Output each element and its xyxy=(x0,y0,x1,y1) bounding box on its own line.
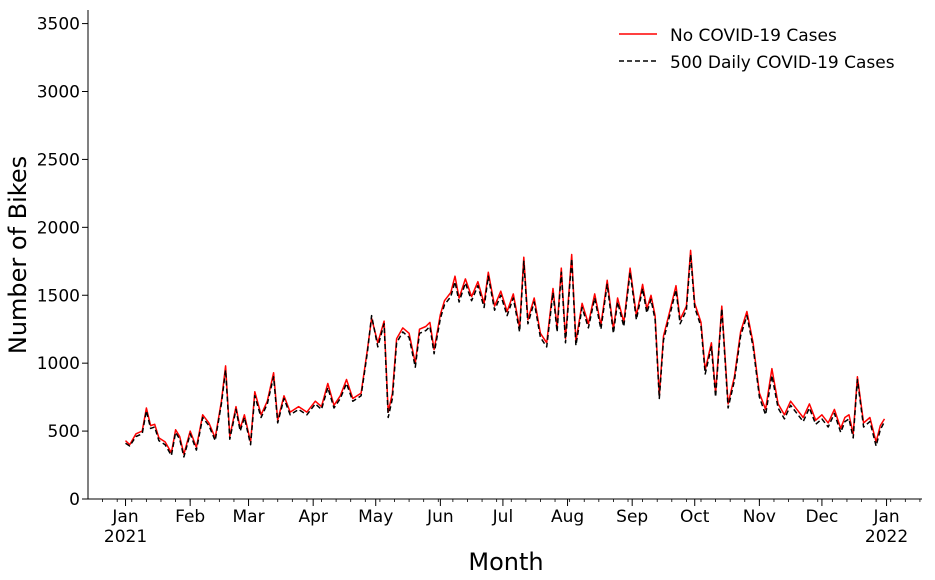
series-line-0 xyxy=(124,249,886,455)
y-tick-label: 3500 xyxy=(37,15,80,35)
legend: No COVID-19 Cases 500 Daily COVID-19 Cas… xyxy=(619,26,895,73)
x-tick-label: May xyxy=(358,507,393,527)
axes xyxy=(87,10,922,500)
x-tick-year-label: 2021 xyxy=(104,527,147,547)
x-minor-ticks xyxy=(102,499,921,502)
x-tick-label: Sep xyxy=(616,507,648,527)
x-tick-year-label: 2022 xyxy=(865,527,908,547)
legend-label-500-cases: 500 Daily COVID-19 Cases xyxy=(670,53,895,73)
x-tick-label: Jul xyxy=(492,507,514,527)
x-tick-label: Apr xyxy=(298,507,327,527)
x-tick-label: Jan xyxy=(872,507,899,527)
x-tick-label: Jun xyxy=(426,507,454,527)
x-tick-label: Jan xyxy=(111,507,138,527)
legend-label-no-covid: No COVID-19 Cases xyxy=(670,26,837,46)
x-tick-label: Mar xyxy=(233,507,265,527)
y-tick-label: 1000 xyxy=(37,354,80,374)
y-tick-label: 3000 xyxy=(37,83,80,103)
series-layer xyxy=(124,249,886,458)
series-line-1 xyxy=(125,253,886,458)
y-ticks: 0 500 1000 1500 2000 2500 3000 3500 xyxy=(37,15,88,510)
x-tick-label: Feb xyxy=(175,507,205,527)
x-axis-title: Month xyxy=(468,548,543,576)
x-tick-label: Oct xyxy=(680,507,710,527)
y-tick-label: 0 xyxy=(69,490,80,510)
y-tick-label: 500 xyxy=(48,422,80,442)
y-tick-label: 1500 xyxy=(37,286,80,306)
x-tick-label: Aug xyxy=(551,507,584,527)
y-tick-label: 2000 xyxy=(37,218,80,238)
y-tick-label: 2500 xyxy=(37,150,80,170)
y-axis-title: Number of Bikes xyxy=(4,156,32,354)
x-tick-label: Dec xyxy=(805,507,838,527)
x-tick-label: Nov xyxy=(743,507,776,527)
